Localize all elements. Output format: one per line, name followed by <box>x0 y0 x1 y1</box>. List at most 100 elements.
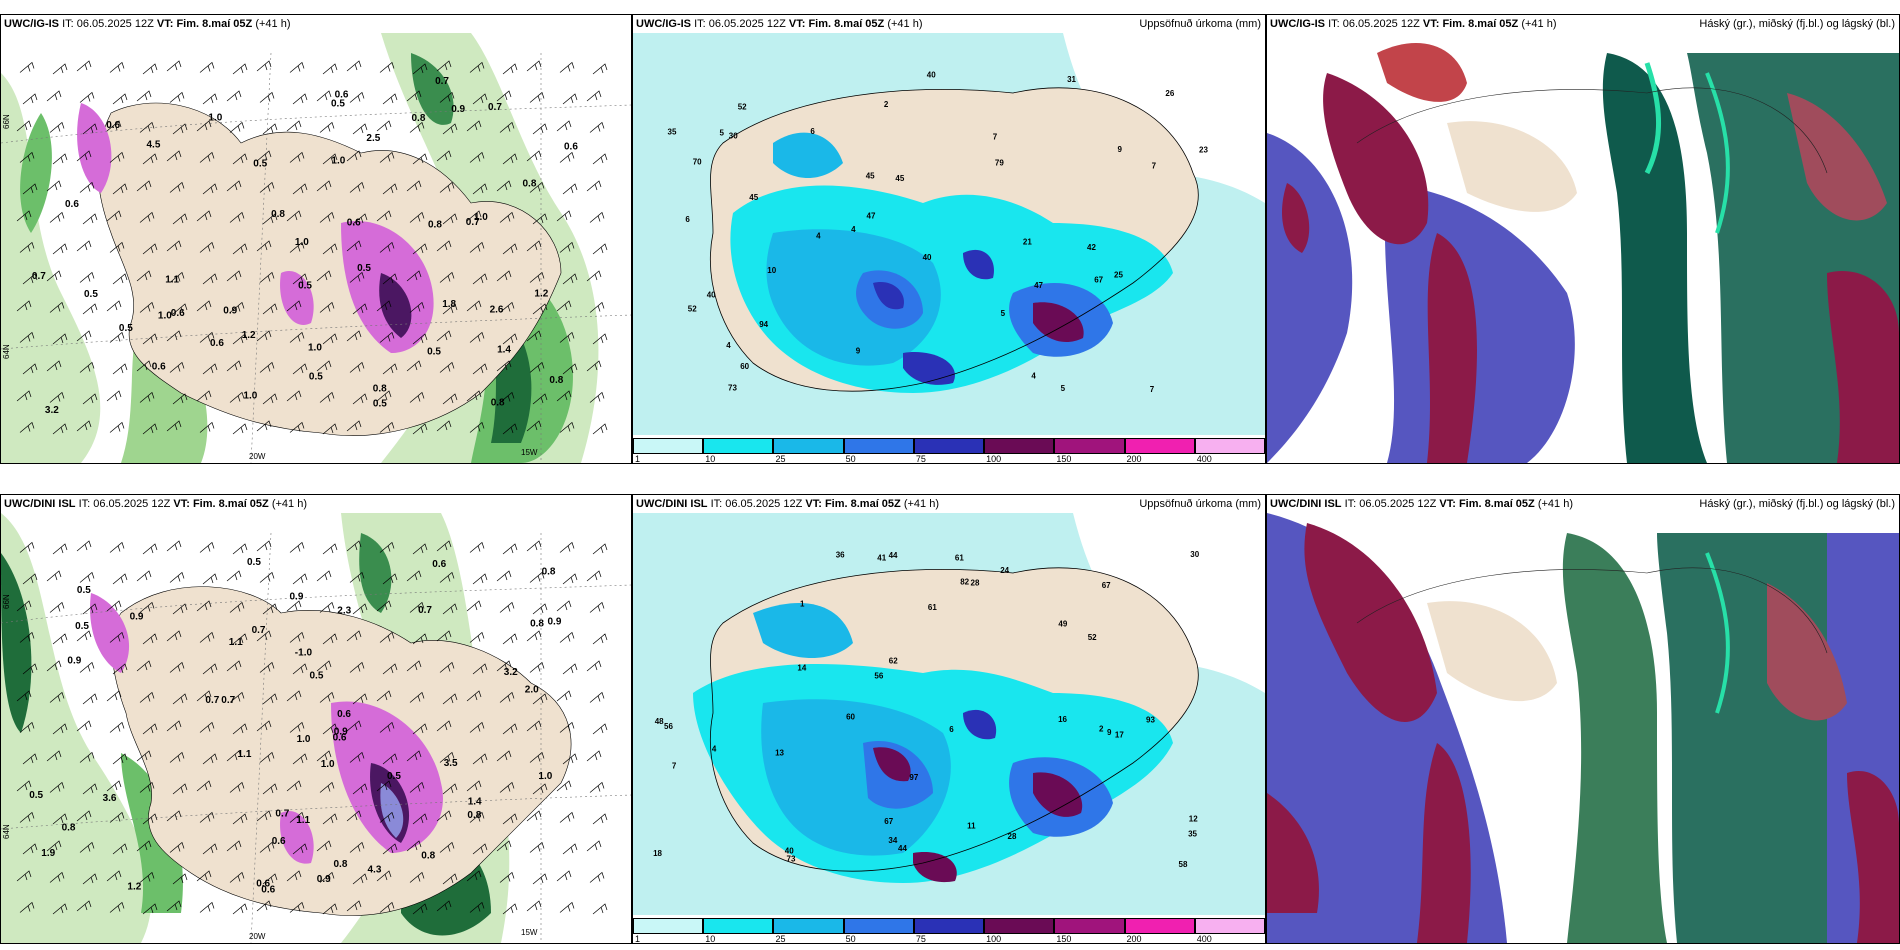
wind-value-label: 0.6 <box>337 709 351 720</box>
wind-value-label: 0.7 <box>275 808 289 819</box>
wind-value-label: 0.6 <box>335 90 349 101</box>
wind-map-svg: 0.81.00.80.61.00.70.50.51.00.70.60.51.20… <box>1 33 631 463</box>
wind-value-label: 4.3 <box>368 864 382 875</box>
precip-map-svg: 9674112344861284924566760739736936744586… <box>633 513 1265 915</box>
precip-legend: 1 10 25 50 75 100 150 200 400 <box>633 915 1265 943</box>
legend-tick-label: 10 <box>705 454 716 464</box>
wind-value-label: 0.5 <box>75 621 89 632</box>
precip-value-label: 18 <box>653 849 662 858</box>
wind-value-label: 0.8 <box>62 822 76 833</box>
precip-value-label: 7 <box>1150 385 1155 394</box>
wind-value-label: 1.1 <box>238 749 252 760</box>
wind-value-label: 2.0 <box>525 684 539 695</box>
legend-tick-label: 25 <box>775 934 786 944</box>
wind-value-label: 1.0 <box>243 391 257 402</box>
cloud-panel-top: UWC/IG-IS IT: 06.05.2025 12Z VT: Fim. 8.… <box>1266 14 1900 464</box>
precip-value-label: 25 <box>1114 271 1123 280</box>
precip-value-label: 79 <box>995 159 1004 168</box>
precip-value-label: 6 <box>685 215 690 224</box>
precip-value-label: 30 <box>1190 550 1199 559</box>
wind-value-label: 1.9 <box>41 848 55 859</box>
precip-value-label: 30 <box>729 132 738 141</box>
wind-value-label: 0.8 <box>373 384 387 395</box>
legend-swatch <box>703 438 774 454</box>
wind-value-label: 0.9 <box>334 726 348 737</box>
wind-value-label: -1.0 <box>295 647 313 658</box>
wind-value-label: 0.5 <box>387 771 401 782</box>
precip-value-label: 93 <box>1146 715 1155 724</box>
wind-value-label: 1.0 <box>321 759 335 770</box>
lat-label-64: 64N <box>2 344 11 359</box>
precip-value-label: 73 <box>787 855 796 864</box>
precip-value-label: 56 <box>874 671 883 680</box>
precip-value-label: 60 <box>846 713 855 722</box>
precip-value-label: 61 <box>955 554 964 563</box>
wind-value-label: 0.8 <box>523 178 537 189</box>
wind-value-label: 0.7 <box>418 605 432 616</box>
precip-value-label: 23 <box>1199 146 1208 155</box>
wind-value-label: 0.7 <box>205 695 219 706</box>
wind-value-label: 1.0 <box>297 734 311 745</box>
wind-map: 0.8 0.7 0.7 1.0 0.9 0.9 0.6 0.6 0.8 1.1 2.0 1.4 0.9 0… <box>1 513 631 943</box>
wind-panel-top: UWC/IG-IS IT: 06.05.2025 12Z VT: Fim. 8.… <box>0 14 632 464</box>
wind-value-label: 0.9 <box>317 874 331 885</box>
legend-swatch <box>843 918 914 934</box>
precip-value-label: 31 <box>1067 75 1076 84</box>
legend-tick-label: 150 <box>1056 934 1072 944</box>
wind-value-label: 0.5 <box>77 585 91 596</box>
precip-value-label: 28 <box>1008 832 1017 841</box>
wind-value-label: 0.9 <box>223 306 237 317</box>
precip-value-label: 21 <box>1023 238 1032 247</box>
legend-tick-label: 200 <box>1126 934 1142 944</box>
wind-value-label: 0.8 <box>412 113 426 124</box>
wind-value-label: 2.6 <box>490 304 504 315</box>
wind-value-label: 0.5 <box>309 372 323 383</box>
wind-value-label: 0.5 <box>427 346 441 357</box>
legend-swatch <box>773 438 844 454</box>
precip-value-label: 56 <box>664 722 673 731</box>
lon-label-20w: 20W <box>249 932 266 941</box>
precip-map-svg: 2477745966554521040456035737942944540237… <box>633 33 1265 435</box>
legend-swatch <box>984 918 1055 934</box>
wind-value-label: 0.8 <box>271 209 285 220</box>
wind-value-label: 0.8 <box>467 810 481 821</box>
precip-value-label: 40 <box>927 71 936 80</box>
precip-value-label: 48 <box>655 717 664 726</box>
precip-map: 2 4 7 7 7 4 5 9 6 6 5 5 4 52 10 40 45 60 35 73 79 42 94 45 40 23 7… <box>633 33 1265 435</box>
wind-value-label: 0.6 <box>347 217 361 228</box>
wind-value-label: 1.0 <box>295 237 309 248</box>
wind-value-label: 0.6 <box>65 199 79 210</box>
wind-value-label: 4.5 <box>147 139 161 150</box>
precip-value-label: 45 <box>895 174 904 183</box>
precip-value-label: 26 <box>1165 89 1174 98</box>
precip-value-label: 9 <box>1107 728 1112 737</box>
legend-tick-label: 100 <box>986 934 1002 944</box>
precip-value-label: 7 <box>993 133 998 142</box>
precip-value-label: 2 <box>1099 725 1104 734</box>
precip-value-label: 44 <box>898 844 907 853</box>
cloud-subtitle: Háský (gr.), miðský (fj.bl.) og lágský (… <box>1699 18 1895 30</box>
cloud-map-svg <box>1267 513 1899 943</box>
precip-value-label: 52 <box>688 304 697 313</box>
wind-value-label: 0.6 <box>210 338 224 349</box>
panel-title: UWC/IG-IS IT: 06.05.2025 12Z VT: Fim. 8.… <box>636 18 923 30</box>
precip-value-label: 13 <box>775 749 784 758</box>
legend-tick-label: 75 <box>915 454 926 464</box>
wind-barb-icon <box>16 540 608 915</box>
wind-value-label: 0.5 <box>373 398 387 409</box>
wind-value-label: 2.3 <box>337 606 351 617</box>
lat-label-66: 66N <box>2 114 11 129</box>
precip-value-label: 17 <box>1115 730 1124 739</box>
wind-value-label: 0.8 <box>530 618 544 629</box>
wind-value-label: 0.9 <box>548 617 562 628</box>
legend-swatch <box>843 438 914 454</box>
legend-tick-label: 150 <box>1056 454 1072 464</box>
legend-swatch <box>1054 438 1125 454</box>
legend-tick-label: 1 <box>635 454 641 464</box>
wind-value-label: 0.7 <box>435 76 449 87</box>
wind-value-label: 1.1 <box>165 274 179 285</box>
wind-value-label: 3.5 <box>444 758 458 769</box>
legend-swatch <box>1054 918 1125 934</box>
wind-value-label: 0.8 <box>428 219 442 230</box>
wind-value-label: 3.6 <box>103 793 117 804</box>
